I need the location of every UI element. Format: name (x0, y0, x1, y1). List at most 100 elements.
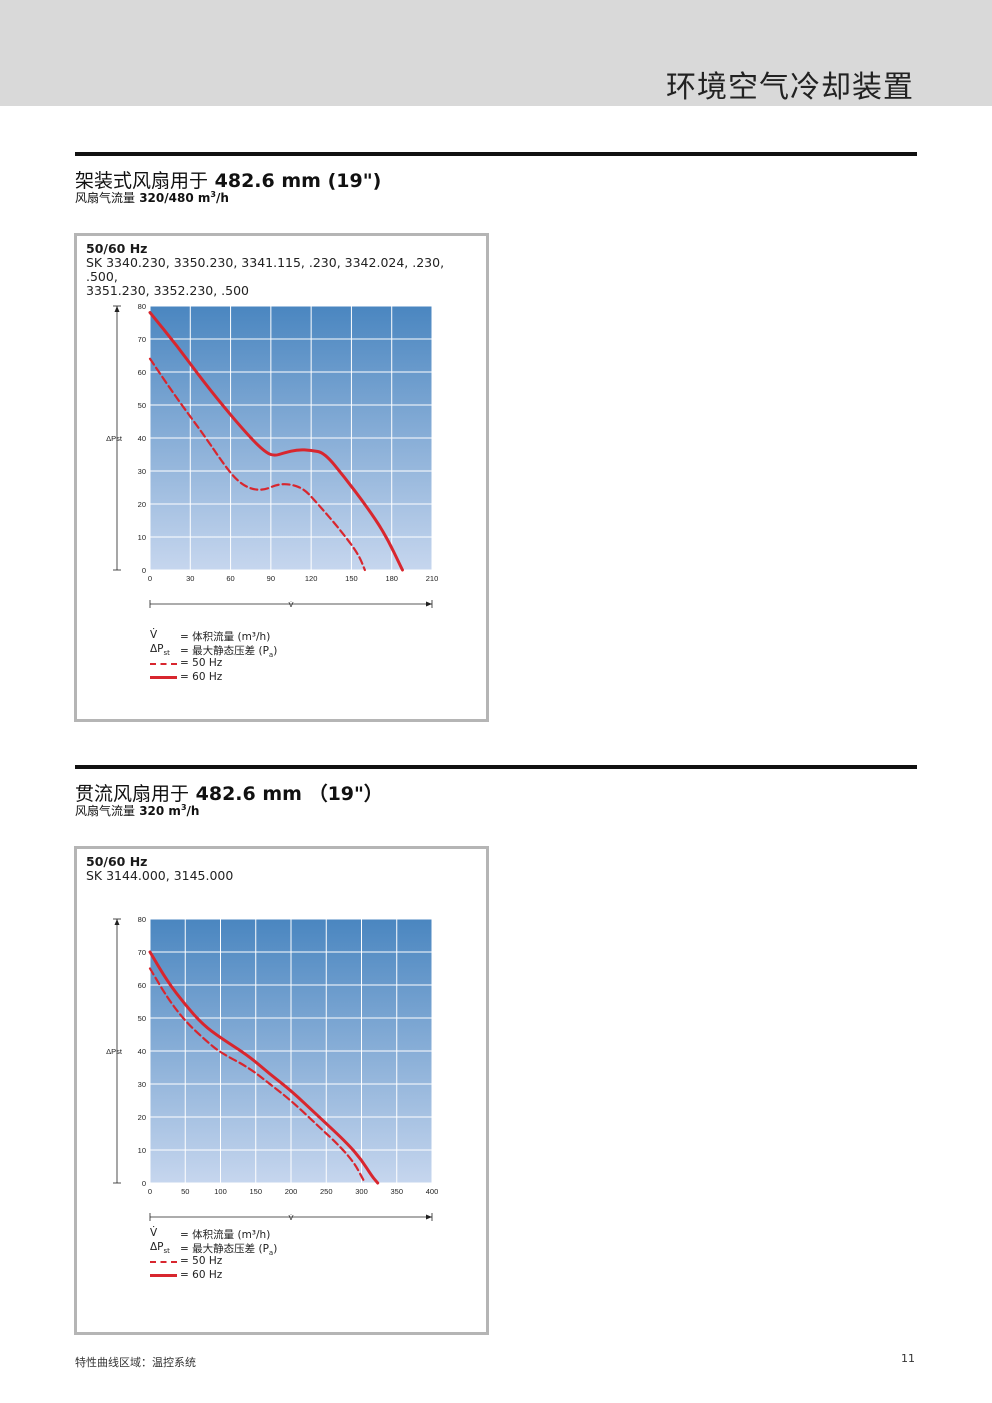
legend-flow-symbol: V̇ (150, 1227, 158, 1239)
legend-pressure-unit-sub: a (268, 651, 274, 660)
y-tick-label: 20 (138, 1113, 146, 1122)
y-tick-label: 0 (142, 566, 146, 575)
section-subtitle: 风扇气流量 320 m3/h (75, 802, 199, 819)
y-tick-label: 0 (142, 1179, 146, 1188)
model-line-2: 3351.230, 3352.230, .500 (86, 283, 250, 298)
section-subtitle-cjk: 风扇气流量 (75, 191, 136, 205)
y-axis-label: ΔPst (106, 434, 123, 443)
section-subtitle-cjk: 风扇气流量 (75, 804, 136, 818)
fan-curve-chart-2: 0 50 100 150 200 250 300 350 400 0 10 20 30 40 50 60 70 8… (106, 915, 439, 1222)
legend-pressure-symbol: ΔPst (150, 643, 180, 657)
section-title-cjk: 贯流风扇用于 (75, 783, 190, 805)
frequency-label: 50/60 Hz (86, 854, 148, 869)
header-bar: 环境空气冷却装置 (0, 0, 992, 106)
section-title: 架装式风扇用于 482.6 mm (19") (75, 166, 381, 193)
legend-pressure-unit-sub: a (268, 1249, 274, 1258)
x-axis-arrow-icon (426, 1214, 432, 1220)
section-title: 贯流风扇用于 482.6 mm （19"） (75, 779, 383, 806)
y-tick-label: 30 (138, 1080, 146, 1089)
x-tick-label: 90 (267, 574, 275, 583)
section-subtitle-tail: /h (215, 191, 229, 205)
legend-flow-symbol: V̇ (150, 629, 158, 641)
y-tick-label: 40 (138, 434, 146, 443)
legend-pressure-text: = 最大静态压差 (Pa) (180, 1241, 277, 1257)
y-tick-label: 10 (138, 533, 146, 542)
model-numbers: SK 3340.230, 3350.230, 3341.115, .230, 3… (86, 256, 476, 298)
series-50hz-line (148, 967, 367, 1185)
series-60hz-line (148, 311, 404, 572)
x-tick-label: 300 (355, 1187, 368, 1196)
legend-pressure-text: = 最大静态压差 (Pa) (180, 643, 277, 659)
section-title-size: 482.6 mm (19") (214, 170, 382, 192)
y-tick-label: 70 (138, 335, 146, 344)
section-subtitle-sup: 3 (210, 190, 216, 199)
model-line-1: SK 3340.230, 3350.230, 3341.115, .230, 3… (86, 255, 445, 284)
legend-50hz-text: = 50 Hz (180, 657, 223, 669)
x-tick-label: 60 (226, 574, 234, 583)
legend-pressure-delta: ΔP (150, 643, 164, 655)
legend-pressure-desc: = 最大静态压差 (P (180, 1243, 269, 1255)
x-tick-label: 150 (249, 1187, 262, 1196)
x-tick-label: 0 (148, 574, 152, 583)
model-numbers: SK 3144.000, 3145.000 (86, 869, 476, 883)
x-tick-label: 120 (305, 574, 318, 583)
x-tick-label: 0 (148, 1187, 152, 1196)
section-divider (75, 765, 917, 769)
fan-curve-chart-1: 0 30 60 90 120 150 180 210 0 10 20 30 40 50 60 70 80 ΔPst… (106, 302, 439, 609)
legend-pressure-sub: st (163, 1247, 170, 1256)
section-title-size: 482.6 mm （19"） (195, 783, 383, 805)
section-title-cjk: 架装式风扇用于 (75, 170, 209, 192)
y-tick-label: 60 (138, 368, 146, 377)
x-tick-label: 150 (345, 574, 358, 583)
y-tick-label: 50 (138, 1014, 146, 1023)
y-axis-arrow-icon (114, 919, 120, 925)
y-tick-label: 10 (138, 1146, 146, 1155)
y-axis-arrow-icon (114, 306, 120, 312)
legend-pressure-close: ) (273, 1243, 278, 1255)
x-axis-label: V̇ (288, 600, 293, 609)
legend-pressure-symbol: ΔPst (150, 1241, 180, 1255)
x-axis-label: V̇ (288, 1213, 293, 1222)
x-axis-arrow-icon (426, 601, 432, 607)
section-subtitle-value: 320 m (139, 804, 181, 818)
chart-panel-2: 50/60 Hz SK 3144.000, 3145.000 0 50 100 150… (74, 846, 489, 1335)
y-tick-label: 30 (138, 467, 146, 476)
section-subtitle-value: 320/480 m (139, 191, 211, 205)
y-tick-label: 40 (138, 1047, 146, 1056)
section-subtitle-tail: /h (186, 804, 200, 818)
legend-pressure-sub: st (163, 649, 170, 658)
page-number: 11 (901, 1352, 915, 1365)
legend-60hz-text: = 60 Hz (180, 671, 223, 683)
section-divider (75, 152, 917, 156)
footer-section-label: 特性曲线区域：温控系统 (75, 1356, 196, 1369)
legend-60hz-text: = 60 Hz (180, 1269, 223, 1281)
y-tick-label: 50 (138, 401, 146, 410)
y-tick-label: 70 (138, 948, 146, 957)
x-tick-label: 400 (426, 1187, 439, 1196)
legend-pressure-desc: = 最大静态压差 (P (180, 645, 269, 657)
page-title: 环境空气冷却装置 (666, 70, 914, 105)
model-line-1: SK 3144.000, 3145.000 (86, 868, 234, 883)
y-axis-label: ΔPst (106, 1047, 123, 1056)
x-tick-label: 100 (214, 1187, 227, 1196)
x-tick-label: 30 (186, 574, 194, 583)
section-subtitle: 风扇气流量 320/480 m3/h (75, 189, 229, 206)
chart-panel-1: 50/60 Hz SK 3340.230, 3350.230, 3341.115… (74, 233, 489, 722)
legend-pressure-close: ) (273, 645, 278, 657)
series-50hz-line (148, 357, 366, 572)
x-tick-label: 180 (385, 574, 398, 583)
legend-flow-text: = 体积流量 (m³/h) (180, 631, 271, 643)
x-tick-label: 350 (390, 1187, 403, 1196)
y-tick-label: 80 (138, 302, 146, 311)
series-60hz-line (148, 950, 380, 1185)
x-tick-label: 250 (320, 1187, 333, 1196)
legend-pressure-delta: ΔP (150, 1241, 164, 1253)
y-tick-label: 80 (138, 915, 146, 924)
y-tick-label: 60 (138, 981, 146, 990)
frequency-label: 50/60 Hz (86, 241, 148, 256)
x-tick-label: 200 (285, 1187, 298, 1196)
x-tick-label: 50 (181, 1187, 189, 1196)
y-tick-label: 20 (138, 500, 146, 509)
x-tick-label: 210 (426, 574, 439, 583)
legend-flow-text: = 体积流量 (m³/h) (180, 1229, 271, 1241)
